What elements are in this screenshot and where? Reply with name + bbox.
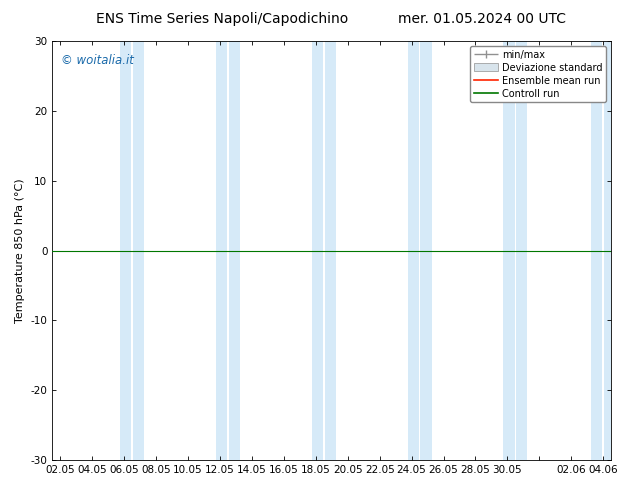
Text: mer. 01.05.2024 00 UTC: mer. 01.05.2024 00 UTC bbox=[398, 12, 566, 26]
Bar bbox=[604, 41, 615, 460]
Bar bbox=[325, 41, 336, 460]
Y-axis label: Temperature 850 hPa (°C): Temperature 850 hPa (°C) bbox=[15, 178, 25, 323]
Bar bbox=[408, 41, 419, 460]
Bar bbox=[592, 41, 602, 460]
Bar bbox=[503, 41, 515, 460]
Legend: min/max, Deviazione standard, Ensemble mean run, Controll run: min/max, Deviazione standard, Ensemble m… bbox=[470, 46, 606, 102]
Text: ENS Time Series Napoli/Capodichino: ENS Time Series Napoli/Capodichino bbox=[96, 12, 348, 26]
Bar bbox=[516, 41, 527, 460]
Bar bbox=[420, 41, 432, 460]
Bar bbox=[312, 41, 323, 460]
Bar bbox=[120, 41, 131, 460]
Bar bbox=[133, 41, 144, 460]
Bar bbox=[229, 41, 240, 460]
Bar bbox=[216, 41, 227, 460]
Text: © woitalia.it: © woitalia.it bbox=[61, 53, 134, 67]
